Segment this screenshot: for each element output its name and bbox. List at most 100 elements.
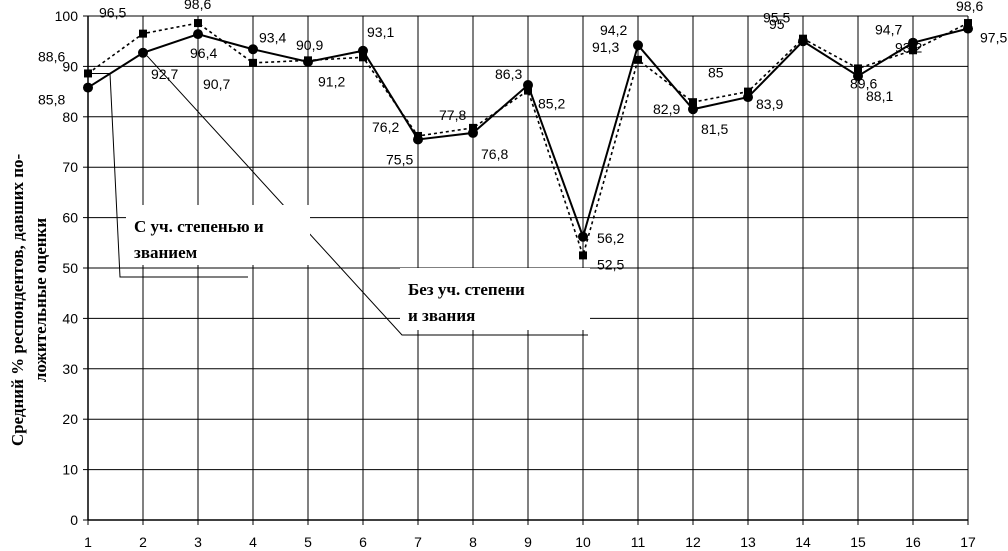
x-tick-label: 17 — [960, 534, 976, 550]
y-tick-label: 100 — [55, 8, 79, 24]
data-label: 91,3 — [592, 39, 619, 55]
y-tick-labels: 0 10 20 30 40 50 60 70 80 90 100 — [55, 8, 79, 528]
x-tick-label: 4 — [249, 534, 257, 550]
data-label: 82,9 — [653, 101, 680, 117]
data-label: 88,1 — [866, 88, 893, 104]
series-line-without-degree — [87, 22, 969, 259]
data-label: 94,2 — [600, 22, 627, 38]
x-tick-label: 5 — [304, 534, 312, 550]
series-point-circle — [248, 44, 258, 55]
series-point-square — [909, 46, 917, 55]
x-tick-label: 10 — [575, 534, 591, 550]
series-point-square — [359, 53, 367, 62]
callout-text: и звания — [408, 306, 475, 325]
callout-text: С уч. степенью и — [134, 217, 264, 236]
y-axis-title-line-2: ложительные оценки — [31, 218, 50, 382]
series-point-circle — [83, 82, 93, 93]
data-label: 93,4 — [259, 29, 286, 45]
callout-leader-2 — [146, 55, 588, 336]
data-label: 76,8 — [481, 146, 508, 162]
data-label: 95,5 — [763, 10, 790, 26]
y-axis-title-line-1: Средний % респондентов, давших по- — [8, 153, 27, 446]
x-tick-label: 16 — [905, 534, 921, 550]
series — [83, 19, 973, 260]
data-label: 95 — [769, 16, 785, 32]
series-point-square — [964, 19, 972, 28]
callout-box — [126, 205, 310, 265]
data-label: 52,5 — [597, 256, 624, 272]
data-label: 92,7 — [151, 66, 178, 82]
data-label: 83,9 — [756, 96, 783, 112]
series-point-square — [744, 87, 752, 96]
x-tick-label: 12 — [685, 534, 701, 550]
x-tick-label: 6 — [359, 534, 367, 550]
y-tick-label: 80 — [62, 109, 78, 125]
series-point-circle — [578, 231, 588, 242]
data-label: 81,5 — [701, 121, 728, 137]
data-label: 77,8 — [439, 107, 466, 123]
y-tick-label: 90 — [62, 58, 78, 74]
series-point-circle — [138, 47, 148, 58]
axes — [83, 15, 969, 525]
data-label: 56,2 — [597, 230, 624, 246]
series-point-circle — [193, 29, 203, 40]
y-tick-label: 30 — [62, 361, 78, 377]
series-point-circle — [633, 40, 643, 51]
data-labels: 85,8 92,7 96,4 93,4 90,9 93,1 75,5 76,8 86,3 56,2… — [38, 0, 1007, 272]
y-tick-label: 40 — [62, 310, 78, 326]
x-tick-label: 14 — [795, 534, 811, 550]
series-point-square — [249, 58, 257, 67]
data-label: 89,6 — [850, 75, 877, 91]
y-axis-title: Средний % респондентов, давших по- ложит… — [8, 153, 50, 446]
series-point-circle — [853, 70, 863, 81]
series-point-circle — [358, 45, 368, 56]
data-label: 98,6 — [184, 0, 211, 12]
data-label: 93,1 — [367, 24, 394, 40]
series-point-square — [84, 69, 92, 78]
data-label: 76,2 — [372, 119, 399, 135]
data-label: 90,7 — [203, 76, 230, 92]
callout-leader-1 — [92, 72, 248, 278]
data-label: 93,2 — [895, 39, 922, 55]
data-label: 91,2 — [318, 73, 345, 89]
data-label: 88,6 — [38, 48, 65, 64]
series-point-square — [799, 34, 807, 43]
x-tick-label: 11 — [631, 534, 646, 550]
data-label: 94,7 — [875, 22, 902, 38]
y-tick-label: 60 — [62, 210, 78, 226]
x-tick-label: 15 — [850, 534, 866, 550]
series-point-square — [689, 98, 697, 107]
y-tick-label: 50 — [62, 260, 78, 276]
x-tick-label: 3 — [194, 534, 202, 550]
series-point-circle — [908, 37, 918, 48]
x-tick-label: 1 — [84, 534, 92, 550]
x-tick-label: 8 — [469, 534, 477, 550]
series-point-circle — [688, 104, 698, 115]
series-point-square — [469, 123, 477, 132]
y-tick-label: 70 — [62, 159, 78, 175]
series-point-square — [194, 19, 202, 28]
series-point-square — [854, 64, 862, 73]
x-tick-label: 9 — [524, 534, 532, 550]
callouts: С уч. степенью и званием Без уч. степени и … — [92, 55, 590, 336]
data-label: 96,5 — [99, 5, 126, 21]
series-point-square — [634, 55, 642, 64]
data-label: 85,8 — [38, 92, 65, 108]
x-tick-label: 7 — [414, 534, 422, 550]
x-tick-labels: 1 2 3 4 5 6 7 8 9 10 11 12 13 14 15 16 17 — [84, 534, 976, 550]
series-point-square — [139, 29, 147, 38]
callout-text: Без уч. степени — [408, 280, 525, 299]
data-label: 96,4 — [190, 45, 217, 61]
data-label: 86,3 — [495, 66, 522, 82]
data-label: 90,9 — [296, 37, 323, 53]
y-tick-label: 20 — [62, 411, 78, 427]
y-tick-label: 0 — [70, 512, 78, 528]
data-label: 98,6 — [956, 0, 983, 14]
data-label: 85,2 — [538, 96, 565, 112]
data-label: 85 — [708, 65, 724, 81]
series-point-square — [579, 251, 587, 260]
series-point-square — [304, 56, 312, 65]
data-label: 97,5 — [980, 30, 1007, 46]
x-tick-label: 2 — [139, 534, 147, 550]
